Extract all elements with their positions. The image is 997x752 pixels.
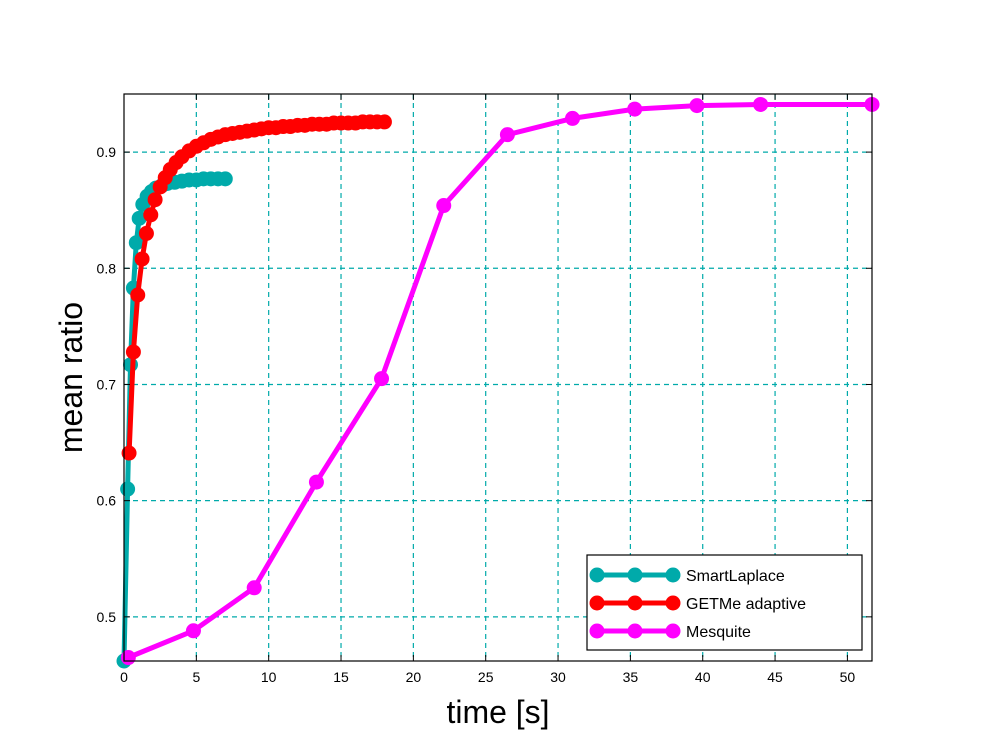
legend-swatch-marker [665, 567, 681, 583]
data-point [374, 371, 390, 387]
legend-swatch-marker [627, 567, 643, 583]
y-tick-label: 0.5 [97, 609, 117, 625]
x-tick-label: 25 [478, 669, 494, 685]
data-point [147, 192, 163, 208]
x-tick-label: 0 [120, 669, 128, 685]
data-point [246, 580, 262, 596]
legend-entry: GETMe adaptive [589, 595, 806, 613]
data-point [565, 110, 581, 126]
legend-swatch-marker [665, 623, 681, 639]
series-1 [121, 114, 392, 461]
data-point [130, 287, 146, 303]
data-point [217, 171, 233, 187]
data-point [376, 114, 392, 130]
y-tick-label: 0.9 [97, 144, 117, 160]
data-point [627, 101, 643, 117]
data-point [125, 344, 141, 360]
x-tick-label: 15 [333, 669, 349, 685]
y-tick-label: 0.8 [97, 260, 117, 276]
data-point [134, 251, 150, 267]
legend-label: Mesquite [686, 624, 751, 641]
legend-swatch-marker [665, 595, 681, 611]
data-point [143, 207, 159, 223]
y-axis-title: mean ratio [53, 302, 89, 453]
data-point [499, 127, 515, 143]
legend: SmartLaplace GETMe adaptive Mesquite [586, 554, 863, 651]
legend-swatch-marker [627, 595, 643, 611]
data-point [120, 481, 136, 497]
legend-swatch-marker [589, 567, 605, 583]
data-point [689, 98, 705, 114]
legend-label: GETMe adaptive [686, 596, 806, 613]
plot-frame [123, 93, 873, 662]
x-tick-label: 20 [406, 669, 422, 685]
y-tick-label: 0.6 [97, 493, 117, 509]
x-tick-label: 45 [767, 669, 783, 685]
series-line [125, 102, 875, 660]
x-tick-label: 50 [840, 669, 856, 685]
legend-entry: SmartLaplace [589, 567, 785, 585]
data-point [131, 210, 147, 226]
data-point [185, 623, 201, 639]
axis-ticks: 0 5 10 15 20 25 30 35 40 45 50 0.5 0.6 0.7 0.8 0.9 [97, 94, 872, 685]
data-point [138, 225, 154, 241]
data-point [128, 235, 144, 251]
legend-swatch-marker [589, 595, 605, 611]
legend-swatch-marker [627, 623, 643, 639]
x-tick-label: 10 [261, 669, 277, 685]
x-tick-label: 35 [623, 669, 639, 685]
data-point [753, 96, 769, 112]
legend-swatch-marker [589, 623, 605, 639]
x-tick-label: 5 [192, 669, 200, 685]
x-axis-title: time [s] [446, 694, 549, 730]
data-point [308, 474, 324, 490]
data-point [120, 650, 136, 666]
legend-label: SmartLaplace [686, 568, 785, 585]
x-tick-label: 40 [695, 669, 711, 685]
data-point [436, 198, 452, 214]
y-tick-label: 0.7 [97, 376, 117, 392]
legend-entry: Mesquite [589, 623, 751, 641]
x-tick-label: 30 [550, 669, 566, 685]
data-point [121, 445, 137, 461]
